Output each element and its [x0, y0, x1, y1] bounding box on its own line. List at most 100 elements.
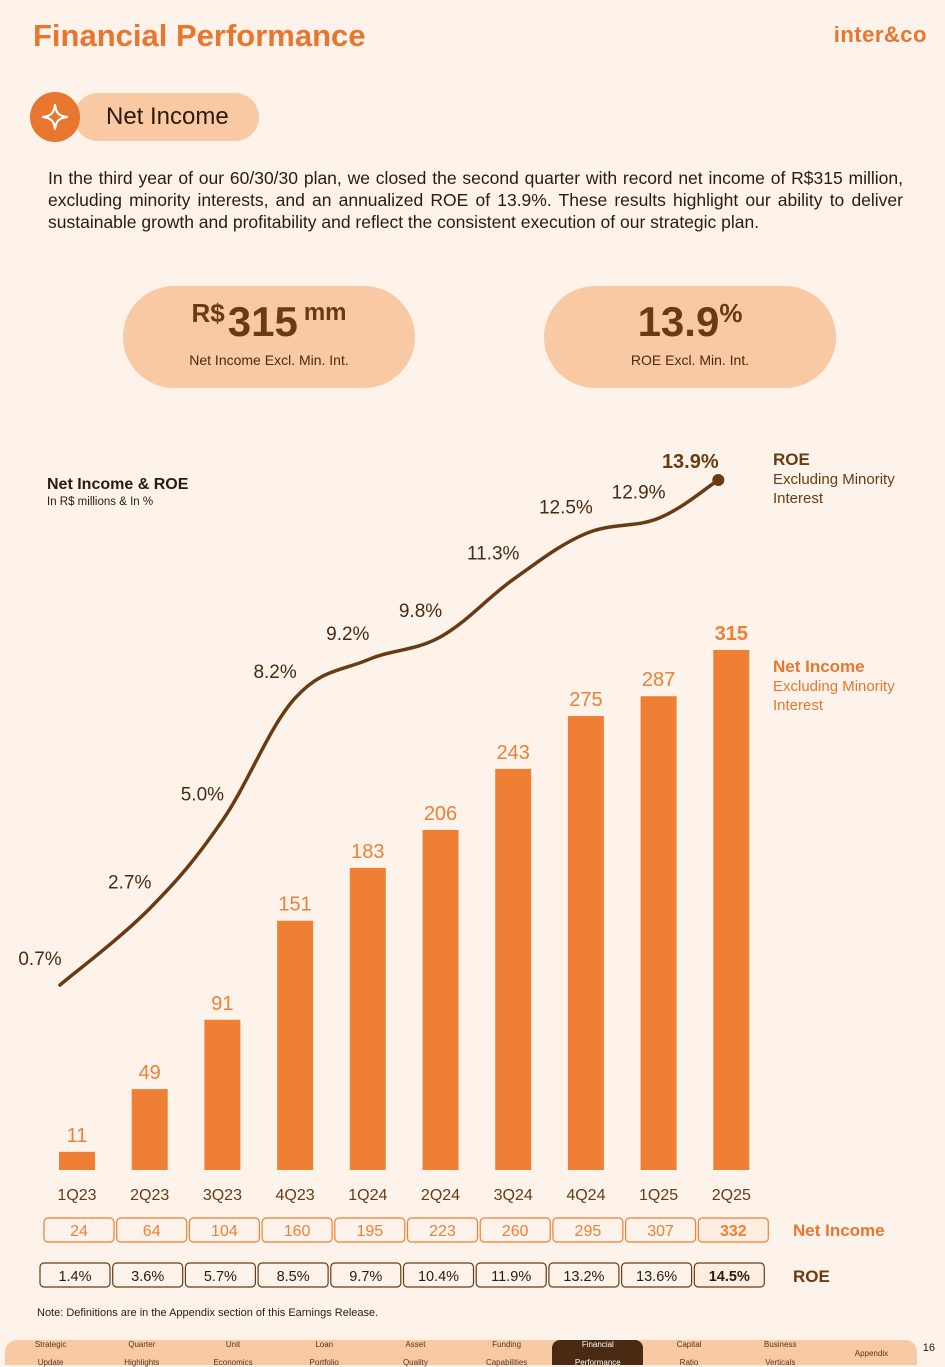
- table-roe-value: 5.7%: [204, 1269, 237, 1285]
- chart-title-text: Net Income & ROE: [47, 476, 189, 493]
- table-roe-value: 10.4%: [418, 1269, 459, 1285]
- table-ni-value: 104: [211, 1223, 238, 1240]
- table-ni-cell: [552, 1217, 624, 1243]
- x-tick-label: 2Q25: [712, 1187, 751, 1204]
- roe-line: [58, 478, 721, 987]
- table-roe-cell: [330, 1262, 402, 1288]
- roe-point-label: 5.0%: [181, 784, 224, 805]
- chart-title: Net Income & ROE In R$ millions & In %: [47, 476, 188, 508]
- table-ni-cell: [697, 1217, 769, 1243]
- bar-2Q24: [422, 829, 459, 1170]
- table-net-income-label: Net Income: [793, 1221, 885, 1240]
- nav-item-capital[interactable]: Capital Ratio: [676, 1340, 702, 1367]
- table-roe-value: 9.7%: [349, 1269, 382, 1285]
- legend-net-income: Net Income Excluding Minority Interest: [773, 657, 913, 715]
- bar-value-label: 275: [569, 689, 602, 711]
- kpi-roe: 13.9% ROE Excl. Min. Int.: [544, 286, 836, 388]
- sparkle-icon: [30, 92, 80, 142]
- roe-point-label: 9.2%: [326, 624, 369, 645]
- table-roe-value: 13.6%: [636, 1269, 677, 1285]
- table-ni-cell: [43, 1217, 115, 1243]
- table-ni-value: 24: [70, 1223, 88, 1240]
- nav-item-financial[interactable]: Financial Performance: [552, 1340, 644, 1367]
- x-tick-label: 2Q24: [421, 1187, 460, 1204]
- nav-item-strategic[interactable]: Strategic Update: [34, 1340, 67, 1367]
- bar-1Q24: [349, 867, 386, 1170]
- roe-point-label: 2.7%: [108, 872, 151, 893]
- bar-value-label: 206: [424, 803, 457, 825]
- section-badge: Net Income: [30, 92, 259, 142]
- table-ni-cell: [479, 1217, 551, 1243]
- nav-item-asset[interactable]: Asset Quality: [402, 1340, 428, 1367]
- table-roe-value: 13.2%: [563, 1269, 604, 1285]
- bar-value-label: 151: [278, 894, 311, 916]
- nav-item-unit[interactable]: Unit Economics: [213, 1340, 253, 1367]
- bar-value-label: 183: [351, 841, 384, 863]
- bar-value-label: 91: [211, 993, 233, 1015]
- table-ni-value: 195: [356, 1223, 383, 1240]
- table-roe-cell: [257, 1262, 329, 1288]
- bar-value-label: 49: [139, 1062, 161, 1084]
- legend-roe-title: ROE: [773, 450, 810, 469]
- roe-point-label: 12.5%: [539, 498, 593, 519]
- roe-point-label: 11.3%: [467, 543, 520, 564]
- table-roe-cell: [475, 1262, 547, 1288]
- page-title: Financial Performance: [33, 18, 366, 53]
- bar-value-label: 243: [497, 742, 530, 764]
- x-tick-label: 4Q23: [276, 1187, 315, 1204]
- x-tick-label: 2Q23: [130, 1187, 169, 1204]
- bar-1Q25: [640, 696, 677, 1170]
- table-roe-value: 11.9%: [491, 1269, 531, 1285]
- chart-subtitle: In R$ millions & In %: [47, 496, 154, 508]
- kpi-net-income-value: R$315 mm: [191, 298, 347, 345]
- x-tick-label: 3Q24: [494, 1187, 533, 1204]
- roe-point-label: 0.7%: [18, 949, 61, 970]
- table-ni-value: 223: [429, 1223, 456, 1240]
- x-tick-label: 1Q24: [348, 1187, 387, 1204]
- section-nav: Strategic Update Quarter Highlights Unit Econ…: [5, 1340, 917, 1367]
- table-roe-value: 8.5%: [277, 1269, 310, 1285]
- legend-ni-subtitle: Excluding Minority Interest: [773, 678, 895, 714]
- x-tick-label: 4Q24: [566, 1187, 605, 1204]
- roe-point-label: 12.9%: [612, 482, 666, 503]
- table-roe-value: 1.4%: [58, 1269, 91, 1285]
- table-ni-value: 307: [647, 1223, 674, 1240]
- table-roe-cell: [39, 1262, 111, 1288]
- x-tick-label: 3Q23: [203, 1187, 242, 1204]
- bar-value-label: 11: [67, 1125, 88, 1147]
- roe-point-label: 9.8%: [399, 601, 442, 622]
- intro-paragraph: In the third year of our 60/30/30 plan, …: [48, 168, 903, 232]
- x-tick-label: 1Q25: [639, 1187, 678, 1204]
- table-ni-cell: [334, 1217, 406, 1243]
- table-ni-value: 295: [575, 1223, 602, 1240]
- nav-item-funding[interactable]: Funding Capabilities: [485, 1340, 528, 1367]
- roe-point-label: 8.2%: [253, 662, 296, 683]
- nav-item-appendix[interactable]: Appendix: [854, 1349, 889, 1358]
- nav-item-quarter[interactable]: Quarter Highlights: [124, 1340, 160, 1367]
- legend-roe-subtitle: Excluding Minority Interest: [773, 471, 895, 507]
- bar-3Q24: [495, 768, 532, 1170]
- nav-item-loan[interactable]: Loan Portfolio: [309, 1340, 339, 1367]
- roe-endpoint: [712, 474, 725, 486]
- table-roe-cell: [693, 1262, 765, 1288]
- table-roe-cell: [184, 1262, 256, 1288]
- table-ni-cell: [261, 1217, 333, 1243]
- bar-2Q23: [131, 1089, 168, 1170]
- bar-value-label: 315: [715, 623, 748, 645]
- x-tick-label: 1Q23: [57, 1187, 96, 1204]
- bar-value-label: 287: [642, 669, 675, 691]
- legend-ni-title: Net Income: [773, 657, 865, 676]
- table-ni-value: 64: [143, 1223, 161, 1240]
- kpi-roe-label: ROE Excl. Min. Int.: [630, 352, 750, 368]
- table-roe-value: 14.5%: [709, 1269, 750, 1285]
- table-roe-cell: [548, 1262, 620, 1288]
- nav-item-business[interactable]: Business Verticals: [763, 1340, 797, 1367]
- table-ni-cell: [188, 1217, 260, 1243]
- table-ni-value: 260: [502, 1223, 529, 1240]
- inter-logo: inter&co: [833, 22, 927, 47]
- kpi-net-income-label: Net Income Excl. Min. Int.: [189, 352, 349, 368]
- table-roe-cell: [620, 1262, 693, 1288]
- footnote: Note: Definitions are in the Appendix se…: [37, 1307, 379, 1319]
- table-roe-cell: [112, 1262, 184, 1288]
- bar-1Q23: [59, 1151, 95, 1170]
